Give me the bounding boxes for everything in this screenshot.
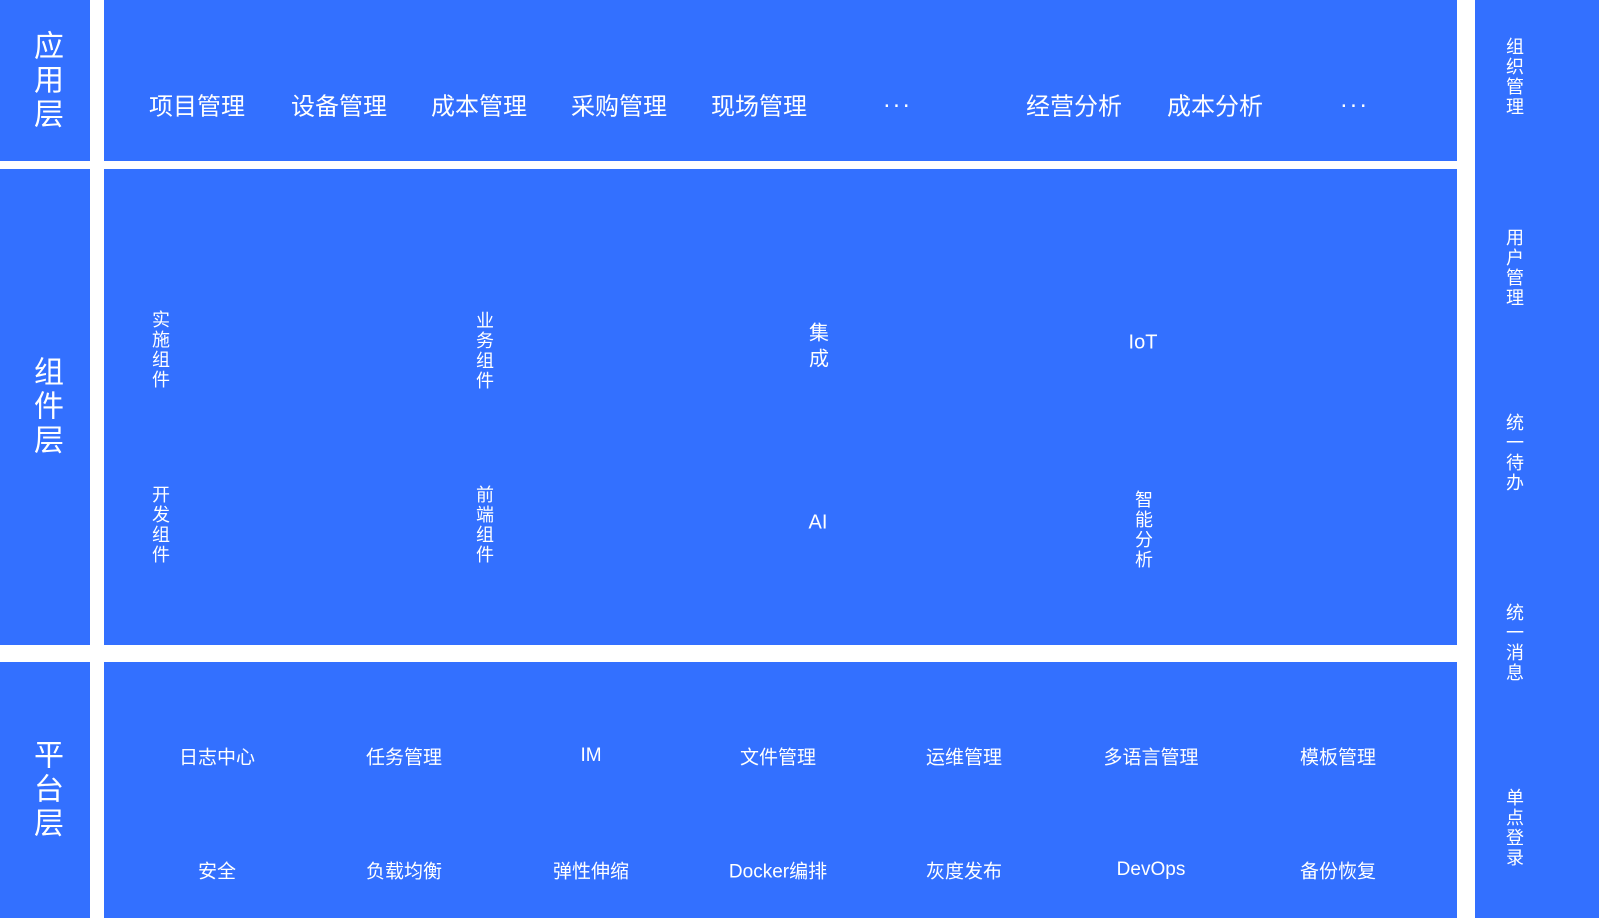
plat-item-docker-orchestration: Docker编排 bbox=[728, 861, 828, 883]
app-layer-band: 项目管理 设备管理 成本管理 采购管理 现场管理 ... 经营分析 成本分析 .… bbox=[104, 0, 1457, 161]
app-item-ellipsis-1: ... bbox=[883, 86, 913, 113]
plat-item-gray-release: 灰度发布 bbox=[925, 861, 1003, 883]
plat-item-elastic-scaling: 弹性伸缩 bbox=[552, 861, 630, 883]
component-layer-title: 组件层 bbox=[29, 356, 62, 458]
app-item-site-management: 现场管理 bbox=[711, 93, 807, 121]
app-layer-title-band: 应用层 bbox=[0, 0, 90, 161]
component-layer-band: 实施组件 业务组件 集成 IoT 开发组件 前端组件 AI 智能分析 bbox=[104, 169, 1457, 645]
app-item-equipment-management: 设备管理 bbox=[291, 93, 387, 121]
plat-item-backup-recovery: 备份恢复 bbox=[1299, 861, 1377, 883]
app-item-business-analysis: 经营分析 bbox=[1026, 93, 1122, 121]
plat-item-i18n-management: 多语言管理 bbox=[1103, 747, 1199, 769]
plat-item-security: 安全 bbox=[197, 861, 237, 883]
side-item-single-sign-on: 单点登录 bbox=[1504, 788, 1524, 868]
comp-item-business-components: 业务组件 bbox=[474, 311, 494, 391]
app-item-procurement-management: 采购管理 bbox=[571, 93, 667, 121]
plat-item-template-management: 模板管理 bbox=[1299, 747, 1377, 769]
plat-item-load-balancing: 负载均衡 bbox=[365, 861, 443, 883]
app-layer-title: 应用层 bbox=[29, 29, 62, 132]
comp-item-iot: IoT bbox=[1128, 331, 1158, 354]
right-sidebar-band: 组织管理 用户管理 统一待办 统一消息 单点登录 bbox=[1475, 0, 1599, 918]
comp-item-integration: 集成 bbox=[805, 322, 828, 374]
app-item-cost-management: 成本管理 bbox=[431, 93, 527, 121]
platform-layer-title: 平台层 bbox=[29, 739, 62, 841]
plat-item-file-management: 文件管理 bbox=[739, 747, 817, 769]
app-item-project-management: 项目管理 bbox=[149, 93, 245, 121]
platform-layer-title-band: 平台层 bbox=[0, 662, 90, 918]
component-layer-title-band: 组件层 bbox=[0, 169, 90, 645]
comp-item-intelligent-analysis: 智能分析 bbox=[1133, 490, 1153, 570]
plat-item-im: IM bbox=[580, 745, 602, 766]
comp-item-ai: AI bbox=[808, 511, 828, 534]
side-item-user-management: 用户管理 bbox=[1504, 228, 1524, 308]
side-item-unified-todo: 统一待办 bbox=[1504, 413, 1524, 493]
plat-item-log-center: 日志中心 bbox=[178, 747, 256, 769]
side-item-unified-message: 统一消息 bbox=[1504, 603, 1524, 683]
plat-item-devops: DevOps bbox=[1116, 859, 1186, 880]
app-item-ellipsis-2: ... bbox=[1340, 86, 1370, 113]
app-item-cost-analysis: 成本分析 bbox=[1167, 93, 1263, 121]
comp-item-frontend-components: 前端组件 bbox=[474, 485, 494, 565]
plat-item-ops-management: 运维管理 bbox=[925, 747, 1003, 769]
platform-layer-band: 日志中心 任务管理 IM 文件管理 运维管理 多语言管理 模板管理 安全 负载均… bbox=[104, 662, 1457, 918]
side-item-org-management: 组织管理 bbox=[1504, 37, 1524, 117]
comp-item-implementation-components: 实施组件 bbox=[150, 310, 170, 390]
comp-item-development-components: 开发组件 bbox=[150, 485, 170, 565]
plat-item-task-management: 任务管理 bbox=[365, 747, 443, 769]
